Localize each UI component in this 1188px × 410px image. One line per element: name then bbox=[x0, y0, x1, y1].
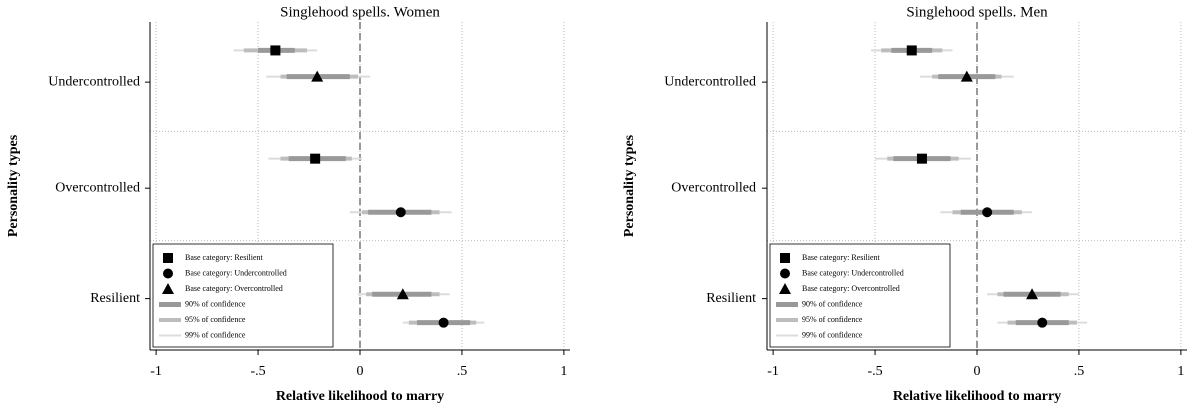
panel: Singlehood spells. Men -1 -.5 0 .5 1 Undercont… bbox=[622, 4, 1187, 404]
y-tick-label: Resilient bbox=[706, 291, 756, 306]
point-marker bbox=[438, 317, 449, 328]
legend-marker bbox=[780, 253, 790, 263]
y-tick-label: Overcontrolled bbox=[55, 180, 140, 195]
point-marker bbox=[906, 45, 917, 56]
chart-title: Singlehood spells. Women bbox=[280, 4, 440, 20]
legend-label: 95% of confidence bbox=[185, 315, 246, 324]
x-tick-label: -.5 bbox=[867, 364, 882, 379]
panel: Singlehood spells. Women -1 -.5 0 .5 1 Underco… bbox=[6, 4, 570, 404]
legend-label: 90% of confidence bbox=[185, 299, 246, 308]
y-axis-label: Personality types bbox=[622, 134, 637, 237]
point-marker bbox=[395, 207, 406, 218]
legend-marker bbox=[780, 268, 790, 279]
x-tick-label: -1 bbox=[767, 364, 779, 379]
x-tick-label: 0 bbox=[357, 364, 364, 379]
x-tick-label: .5 bbox=[457, 364, 468, 379]
y-axis-label: Personality types bbox=[6, 134, 21, 237]
y-tick-label: Overcontrolled bbox=[671, 180, 756, 195]
legend-marker bbox=[163, 268, 173, 279]
legend-label: 95% of confidence bbox=[802, 315, 863, 324]
y-tick-label: Undercontrolled bbox=[48, 74, 140, 89]
x-tick-label: 1 bbox=[560, 364, 567, 379]
legend-label: Base category: Resilient bbox=[185, 253, 264, 262]
x-tick-label: .5 bbox=[1074, 364, 1085, 379]
legend-marker bbox=[162, 283, 174, 294]
x-tick-label: -1 bbox=[150, 364, 162, 379]
x-axis-label: Relative likelihood to marry bbox=[276, 389, 444, 404]
x-tick-label: 0 bbox=[974, 364, 981, 379]
point-marker bbox=[982, 207, 993, 218]
x-tick-label: -.5 bbox=[250, 364, 265, 379]
legend-marker bbox=[779, 283, 791, 294]
legend-box bbox=[152, 243, 334, 348]
legend-label: Base category: Overcontrolled bbox=[802, 284, 900, 293]
y-tick-label: Resilient bbox=[90, 291, 140, 306]
point-marker bbox=[916, 153, 927, 164]
legend-label: 99% of confidence bbox=[185, 330, 246, 339]
legend-label: Base category: Resilient bbox=[802, 253, 881, 262]
x-tick-label: 1 bbox=[1177, 364, 1184, 379]
y-tick-label: Undercontrolled bbox=[664, 74, 756, 89]
point-marker bbox=[1037, 317, 1048, 328]
legend-box bbox=[769, 243, 951, 348]
chart-title: Singlehood spells. Men bbox=[906, 4, 1048, 20]
legend-label: 99% of confidence bbox=[802, 330, 863, 339]
legend-label: Base category: Undercontrolled bbox=[185, 268, 287, 277]
point-marker bbox=[1026, 288, 1039, 300]
legend-marker bbox=[163, 253, 173, 263]
point-marker bbox=[310, 153, 321, 164]
legend-label: Base category: Undercontrolled bbox=[802, 268, 904, 277]
point-marker bbox=[960, 70, 973, 82]
point-marker bbox=[311, 70, 324, 82]
legend-label: 90% of confidence bbox=[802, 299, 863, 308]
x-axis-label: Relative likelihood to marry bbox=[893, 389, 1061, 404]
legend-label: Base category: Overcontrolled bbox=[185, 284, 283, 293]
point-marker bbox=[270, 45, 281, 56]
point-marker bbox=[396, 288, 409, 300]
